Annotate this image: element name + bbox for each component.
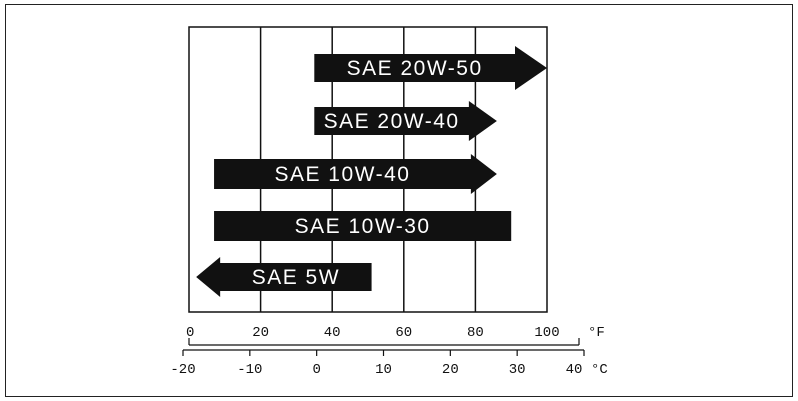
fahrenheit-tick-label: 0 — [186, 325, 194, 341]
celsius-tick-label: 0 — [312, 362, 320, 378]
band-shape — [196, 257, 372, 297]
grid-border — [188, 26, 548, 313]
viscosity-bands: SAE 20W-50 SAE 20W-40 SAE 10W-40 SAE 10W-30… — [196, 46, 547, 297]
band-label: SAE 10W-40 — [274, 163, 410, 186]
band-shape — [214, 211, 512, 241]
fahrenheit-tick-label: 60 — [395, 325, 412, 341]
band-label: SAE 20W-40 — [324, 110, 460, 133]
celsius-tick-label: 20 — [442, 362, 459, 378]
band-label: SAE 20W-50 — [347, 57, 483, 80]
band-shape — [214, 154, 497, 194]
band-sae-10w-30: SAE 10W-30 — [214, 211, 512, 241]
band-sae-20w-50: SAE 20W-50 — [314, 46, 547, 90]
celsius-axis: °C -20 -10 0 10 20 30 40 — [170, 349, 608, 378]
fahrenheit-tick-label: 100 — [534, 325, 559, 341]
band-label: SAE 10W-30 — [295, 215, 431, 238]
celsius-tick-label: -20 — [170, 362, 195, 378]
band-sae-5w: SAE 5W — [196, 257, 372, 297]
fahrenheit-tick-label: 20 — [252, 325, 269, 341]
fahrenheit-unit-label: °F — [588, 325, 605, 341]
fahrenheit-tick-label: 80 — [467, 325, 484, 341]
band-shape — [314, 46, 547, 90]
celsius-tick-label: 10 — [375, 362, 392, 378]
celsius-tick-label: 40 — [566, 362, 583, 378]
fahrenheit-axis: °F 0 20 40 60 80 100 — [186, 325, 605, 346]
celsius-unit-label: °C — [591, 362, 608, 378]
band-label: SAE 5W — [252, 266, 340, 289]
diagram-frame — [5, 4, 793, 397]
fahrenheit-tick-label: 40 — [324, 325, 341, 341]
band-shape — [314, 101, 497, 141]
band-sae-10w-40: SAE 10W-40 — [214, 154, 497, 194]
celsius-tick-label: 30 — [509, 362, 526, 378]
celsius-tick-label: -10 — [237, 362, 262, 378]
band-sae-20w-40: SAE 20W-40 — [314, 101, 497, 141]
